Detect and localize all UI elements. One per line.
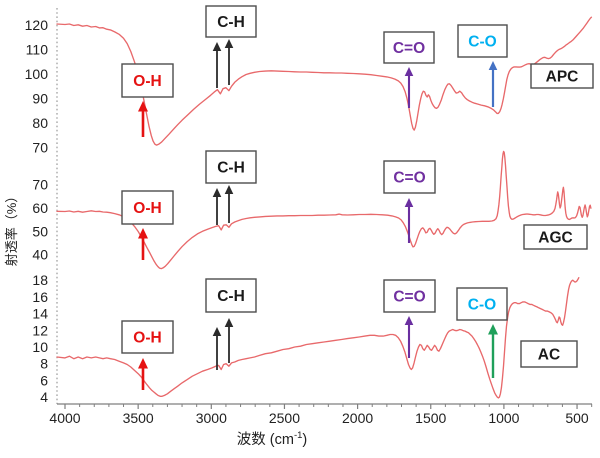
annotation-label: C-H — [217, 14, 245, 31]
annotation-box — [383, 160, 436, 194]
annotation-label: O-H — [133, 73, 161, 90]
spectrum-curve-apc — [56, 16, 593, 146]
annotation-arrowhead — [212, 327, 222, 336]
y-tick-label-agc: 40 — [32, 247, 48, 263]
spectrum-curve-ac — [56, 277, 580, 399]
x-axis-title: 波数 (cm-1) — [237, 430, 307, 448]
annotation-c-o-top: C-O — [457, 24, 508, 58]
annotation-label: O-H — [133, 200, 161, 217]
annotation-box — [205, 5, 257, 38]
x-tick-label: 2500 — [269, 410, 300, 426]
y-tick-label-apc: 90 — [32, 91, 48, 107]
annotation-box — [121, 190, 174, 225]
annotation-c-h-mid: C-H — [205, 150, 257, 184]
annotation-arrowhead — [224, 318, 234, 327]
annotation-c=o-bot: C=O — [383, 279, 436, 313]
annotation-c=o-top: C=O — [383, 31, 435, 64]
annotation-arrowhead — [404, 198, 414, 207]
y-tick-label-ac: 18 — [32, 272, 48, 288]
annotation-arrowhead — [138, 228, 148, 239]
x-tick-label: 4000 — [49, 410, 80, 426]
annotation-arrowhead — [212, 188, 222, 197]
annotation-c-h-bot: C-H — [205, 278, 257, 313]
y-tick-label-agc: 60 — [32, 200, 48, 216]
annotation-box — [121, 63, 174, 98]
annotation-c=o-mid: C=O — [383, 160, 436, 194]
annotation-box — [121, 320, 174, 354]
annotation-arrowhead — [138, 101, 148, 112]
x-tick-label: 1500 — [415, 410, 446, 426]
annotation-label: C=O — [393, 289, 425, 306]
annotation-c-o-bot: C-O — [456, 287, 508, 321]
y-tick-label-ac: 6 — [40, 372, 48, 388]
annotation-label: O-H — [133, 330, 161, 347]
annotation-arrowhead — [224, 185, 234, 194]
annotation-o-h-top: O-H — [121, 63, 174, 98]
annotation-arrowhead — [404, 316, 414, 325]
y-tick-label-apc: 110 — [26, 42, 49, 58]
annotation-agc-mid: AGC — [523, 224, 588, 250]
annotation-arrowhead — [404, 67, 414, 76]
annotation-arrowhead — [138, 358, 148, 369]
x-tick-label: 500 — [565, 410, 589, 426]
x-tick-label: 2000 — [342, 410, 373, 426]
spectrum-curve-agc — [56, 150, 592, 270]
annotation-apc-top: APC — [530, 63, 594, 89]
annotation-label: AC — [538, 347, 560, 364]
y-tick-label-apc: 100 — [25, 66, 49, 82]
x-tick-label: 3500 — [123, 410, 154, 426]
annotation-label: C-O — [468, 34, 496, 51]
annotation-box — [523, 224, 588, 250]
annotation-arrowhead — [488, 61, 498, 70]
y-tick-label-apc: 120 — [25, 17, 49, 33]
y-tick-label-ac: 16 — [32, 289, 48, 305]
y-tick-label-ac: 10 — [32, 339, 48, 355]
annotation-label: APC — [546, 69, 579, 86]
annotation-box — [456, 287, 508, 321]
y-tick-label-agc: 50 — [32, 223, 48, 239]
annotation-c-h-top: C-H — [205, 5, 257, 38]
annotation-ac-bot: AC — [520, 340, 578, 368]
annotation-label: C-O — [468, 297, 496, 314]
annotation-box — [457, 24, 508, 58]
annotation-label: C=O — [393, 170, 425, 187]
y-axis-title: 射透率（%） — [4, 190, 19, 267]
annotation-arrowhead — [212, 42, 222, 51]
x-tick-label: 3000 — [196, 410, 227, 426]
y-tick-label-ac: 12 — [32, 322, 48, 338]
annotation-box — [205, 150, 257, 184]
y-tick-label-apc: 80 — [32, 115, 48, 131]
annotation-o-h-bot: O-H — [121, 320, 174, 354]
annotation-box — [205, 278, 257, 313]
y-tick-label-agc: 70 — [32, 177, 48, 193]
annotation-box — [383, 31, 435, 64]
annotation-label: C-H — [217, 288, 245, 305]
y-tick-label-apc: 70 — [32, 140, 48, 156]
y-tick-label-ac: 14 — [32, 306, 48, 322]
annotation-box — [520, 340, 578, 368]
annotation-arrowhead — [224, 39, 234, 48]
annotation-o-h-mid: O-H — [121, 190, 174, 225]
y-tick-label-ac: 4 — [40, 389, 48, 405]
x-tick-label: 1000 — [488, 410, 519, 426]
annotation-box — [530, 63, 594, 89]
annotation-label: C-H — [217, 160, 245, 177]
annotation-label: C=O — [393, 40, 425, 57]
y-tick-label-ac: 8 — [40, 356, 48, 372]
annotation-arrowhead — [488, 324, 498, 335]
annotation-box — [383, 279, 436, 313]
annotation-label: AGC — [538, 230, 572, 247]
